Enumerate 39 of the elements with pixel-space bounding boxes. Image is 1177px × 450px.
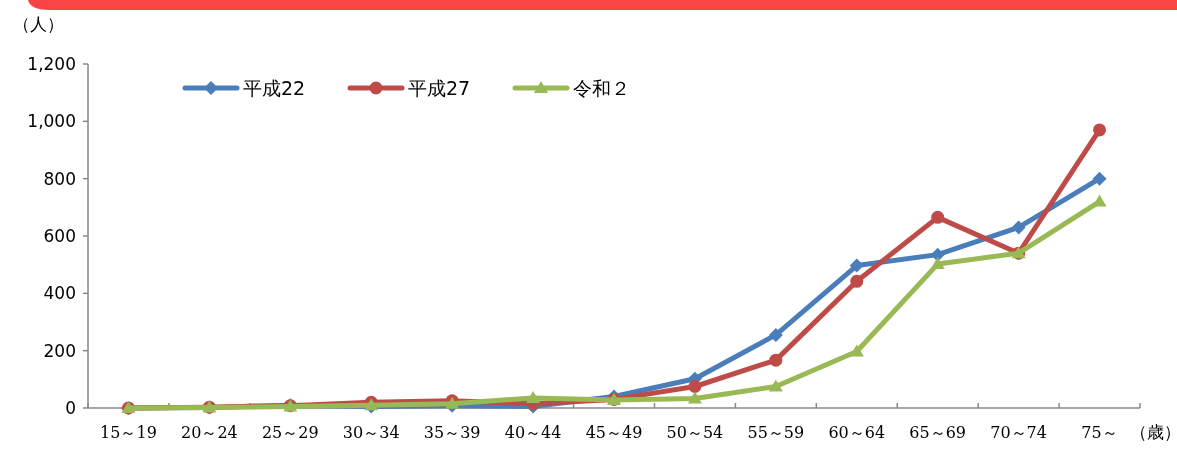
x-tick-label: 40～44 (504, 423, 562, 442)
x-tick-label: 25～29 (261, 423, 319, 442)
y-axis-title: （人） (12, 13, 64, 34)
point (1093, 123, 1107, 137)
x-tick-label: 70～74 (990, 423, 1047, 442)
point (849, 344, 864, 357)
point (930, 257, 945, 270)
point (849, 258, 864, 273)
point (768, 327, 783, 342)
y-tick-label: 600 (43, 225, 76, 246)
x-axis-title: （歳） (1129, 422, 1177, 442)
x-tick-label: 45～49 (585, 423, 643, 442)
point (1011, 220, 1026, 235)
x-tick-label: 50～54 (666, 423, 724, 442)
x-tick-label: 35～39 (423, 423, 481, 442)
legend-label: 令和２ (573, 76, 630, 99)
y-tick-label: 200 (43, 340, 76, 361)
x-tick-label: 55～59 (747, 423, 805, 442)
x-tick-label: 75～ (1081, 423, 1118, 442)
point (687, 391, 702, 404)
x-tick-label: 65～69 (909, 423, 967, 442)
y-tick-label: 1,200 (27, 53, 76, 74)
y-tick-label: 400 (43, 283, 76, 304)
point (769, 353, 783, 367)
point (768, 379, 783, 392)
y-tick-label: 1,000 (27, 111, 76, 132)
legend-label: 平成27 (408, 76, 471, 99)
y-tick-label: 0 (65, 397, 76, 418)
legend-label: 平成22 (243, 76, 306, 99)
point (850, 274, 864, 288)
x-tick-label: 15～19 (100, 423, 157, 442)
x-tick-label: 60～64 (828, 423, 886, 442)
point (688, 380, 702, 393)
x-tick-label: 30～34 (342, 423, 400, 442)
point (526, 390, 541, 403)
y-tick-label: 800 (43, 168, 76, 189)
point (1092, 171, 1107, 186)
point (931, 210, 945, 224)
x-tick-label: 20～24 (181, 423, 238, 442)
